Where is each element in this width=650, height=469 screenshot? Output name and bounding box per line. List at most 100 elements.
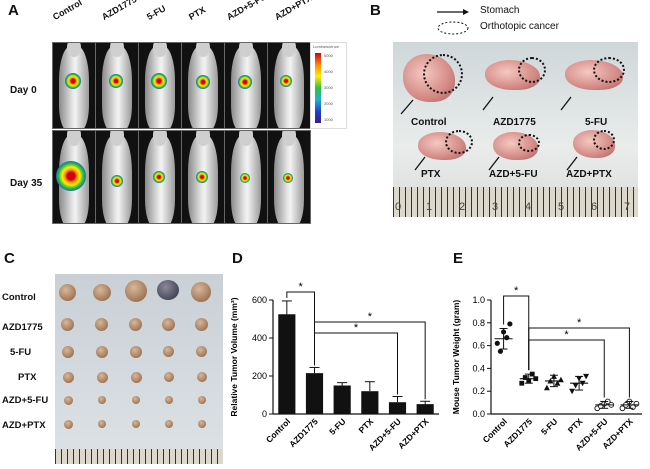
x-tick-label: 5-FU bbox=[327, 416, 347, 436]
panel-label-c: C bbox=[4, 250, 15, 267]
tumor bbox=[191, 282, 211, 302]
significance-star: * bbox=[354, 322, 359, 334]
tumor bbox=[165, 396, 173, 404]
colorbar-tick: 2000 bbox=[324, 101, 333, 106]
data-point bbox=[522, 375, 528, 380]
tumor-outline bbox=[518, 57, 546, 83]
y-tick-label: 0.2 bbox=[472, 386, 485, 396]
mouse-image bbox=[138, 42, 182, 129]
row-label-day0: Day 0 bbox=[10, 85, 37, 96]
ruler-number: 4 bbox=[525, 201, 532, 213]
tumor bbox=[132, 420, 140, 428]
ruler-number: 7 bbox=[624, 201, 631, 213]
x-tick-label: AZD+PTX bbox=[396, 416, 431, 451]
data-point bbox=[569, 388, 576, 395]
significance-bracket bbox=[528, 339, 605, 398]
tumor bbox=[93, 284, 111, 301]
tumor bbox=[131, 372, 142, 383]
bar bbox=[416, 404, 434, 414]
significance-star: * bbox=[368, 311, 373, 323]
luminescence-signal bbox=[240, 173, 250, 183]
tumor-row-label-azd-ptx: AZD+PTX bbox=[2, 420, 46, 431]
x-tick-label: 5-FU bbox=[539, 416, 559, 436]
data-point bbox=[583, 373, 590, 380]
significance-star: * bbox=[577, 317, 582, 329]
mouse-image bbox=[267, 130, 311, 224]
luminescence-signal bbox=[238, 75, 252, 89]
luminescence-signal bbox=[151, 73, 167, 89]
ruler-number: 5 bbox=[558, 201, 565, 213]
tumor bbox=[164, 372, 174, 382]
ruler-number: 0 bbox=[395, 201, 402, 213]
data-point bbox=[497, 348, 504, 354]
panel-label-e: E bbox=[453, 250, 464, 267]
ruler: 0 1 2 3 4 5 6 7 bbox=[393, 187, 638, 217]
legend-cancer: Orthotopic cancer bbox=[480, 21, 559, 32]
tumor bbox=[98, 420, 106, 428]
luminescence-signal bbox=[280, 75, 292, 87]
tumor bbox=[64, 396, 73, 405]
col-label-5fu: 5-FU bbox=[145, 3, 168, 22]
y-tick-label: 0.8 bbox=[472, 318, 485, 328]
tumor bbox=[62, 346, 74, 358]
tumor-row-label-ptx: PTX bbox=[18, 372, 37, 383]
tumor-row-label-control: Control bbox=[2, 292, 36, 303]
y-tick-label: 0 bbox=[262, 409, 267, 419]
tumor-row-label-azd-5fu: AZD+5-FU bbox=[2, 395, 49, 406]
tumor-outline bbox=[518, 134, 540, 152]
ruler-number: 2 bbox=[459, 201, 466, 213]
data-point bbox=[554, 380, 561, 386]
tumor bbox=[197, 372, 207, 382]
tumor-outline bbox=[423, 54, 463, 94]
panel-b: Stomach Orthotopic cancer Control bbox=[370, 0, 650, 225]
panel-label-a: A bbox=[8, 2, 19, 19]
mouse-image bbox=[267, 42, 311, 129]
tumor-row-label-5fu: 5-FU bbox=[10, 347, 32, 358]
data-point bbox=[543, 384, 550, 391]
tumor bbox=[196, 346, 207, 357]
organ-label-azd-5fu: AZD+5-FU bbox=[489, 169, 538, 180]
luminescence-signal bbox=[65, 73, 81, 89]
tumor bbox=[96, 346, 108, 358]
tumor bbox=[163, 346, 174, 357]
tumor bbox=[195, 318, 208, 331]
tumor-weight-dot-plot: 0.0 0.2 0.4 0.6 0.8 1.0 Mouse Tumor Weight (gr… bbox=[451, 285, 642, 453]
x-tick-label: PTX bbox=[356, 416, 375, 435]
organ-label-ptx: PTX bbox=[421, 169, 441, 180]
tumor bbox=[125, 280, 147, 302]
significance-bracket bbox=[503, 295, 530, 371]
y-axis-label: Mouse Tumor Weight (gram) bbox=[451, 300, 461, 415]
x-tick-label: AZD1775 bbox=[287, 416, 320, 449]
y-tick-label: 600 bbox=[252, 295, 267, 305]
significance-bracket bbox=[314, 332, 398, 395]
luminescence-signal bbox=[153, 171, 165, 183]
col-label-control: Control bbox=[51, 0, 84, 22]
bar bbox=[333, 385, 351, 414]
panel-label-b: B bbox=[370, 2, 381, 19]
significance-star: * bbox=[514, 285, 519, 297]
organ-label-azd-ptx: AZD+PTX bbox=[566, 169, 612, 180]
tumor bbox=[165, 420, 173, 428]
mouse-image bbox=[138, 130, 182, 224]
organ-photo: Control AZD1775 5-FU PTX AZD+5-FU AZD+PT… bbox=[393, 42, 638, 217]
luminescence-signal bbox=[283, 173, 293, 183]
col-label-azd1775: AZD1775 bbox=[100, 0, 139, 22]
tumor bbox=[198, 420, 206, 428]
legend-icons bbox=[437, 9, 469, 35]
mouse-image bbox=[52, 42, 96, 129]
y-tick-label: 0.6 bbox=[472, 341, 485, 351]
luminescence-signal bbox=[56, 161, 86, 191]
ruler-number: 3 bbox=[492, 201, 499, 213]
arrow-icon bbox=[566, 156, 578, 171]
y-axis-label: Relative Tumor Volume (mm³) bbox=[229, 297, 239, 416]
y-tick-label: 0.0 bbox=[472, 409, 485, 419]
data-point bbox=[507, 321, 513, 327]
col-label-ptx: PTX bbox=[187, 4, 208, 22]
tumor-photo bbox=[55, 274, 223, 464]
mouse-image bbox=[224, 130, 268, 224]
luminescence-colorbar: Luminescence 5000 4000 3000 2000 1000 bbox=[310, 42, 347, 129]
bar bbox=[361, 391, 379, 414]
x-tick-label: PTX bbox=[566, 416, 585, 435]
y-tick-label: 1.0 bbox=[472, 295, 485, 305]
arrow-icon bbox=[482, 96, 494, 111]
